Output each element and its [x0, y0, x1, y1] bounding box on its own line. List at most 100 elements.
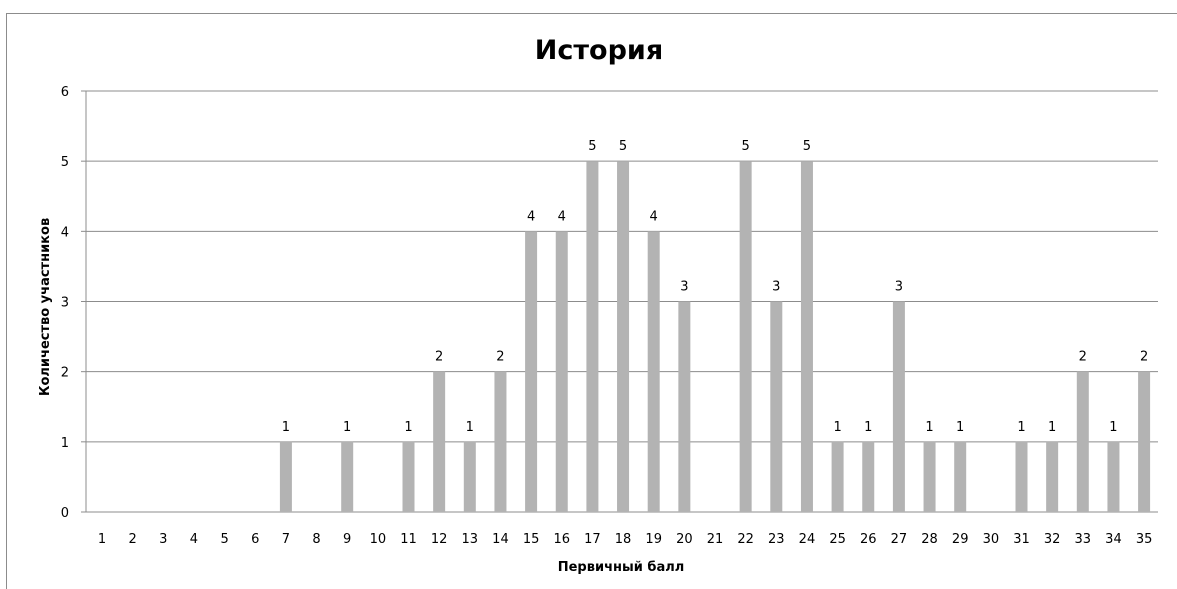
bar-31 — [1015, 441, 1028, 512]
data-label-33: 2 — [1079, 350, 1087, 365]
y-tick-label: 0 — [61, 506, 69, 521]
bar-11 — [402, 441, 415, 512]
x-tick-label: 2 — [129, 532, 137, 547]
bar-7 — [279, 441, 292, 512]
bar-35 — [1138, 371, 1151, 512]
data-label-12: 2 — [435, 350, 443, 365]
data-label-15: 4 — [527, 209, 535, 224]
x-tick-label: 32 — [1044, 532, 1061, 547]
bar-14 — [494, 371, 507, 512]
y-tick-label: 6 — [61, 85, 69, 100]
data-label-16: 4 — [558, 209, 566, 224]
x-tick-label: 23 — [768, 532, 785, 547]
bar-33 — [1076, 371, 1089, 512]
x-tick-label: 33 — [1075, 532, 1092, 547]
y-tick-label: 4 — [61, 225, 69, 240]
data-label-27: 3 — [895, 280, 903, 295]
x-tick-label: 20 — [676, 532, 693, 547]
data-label-20: 3 — [680, 280, 688, 295]
data-label-26: 1 — [864, 420, 872, 435]
data-label-32: 1 — [1048, 420, 1056, 435]
y-axis-ticks: 0 1 2 3 4 5 6 — [61, 85, 69, 521]
data-label-18: 5 — [619, 139, 627, 154]
x-tick-label: 10 — [370, 532, 387, 547]
data-label-9: 1 — [343, 420, 351, 435]
data-label-29: 1 — [956, 420, 964, 435]
x-tick-label: 21 — [707, 532, 724, 547]
x-tick-label: 12 — [431, 532, 448, 547]
bar-25 — [831, 441, 844, 512]
bar-15 — [525, 231, 538, 513]
data-label-11: 1 — [404, 420, 412, 435]
x-tick-label: 11 — [400, 532, 417, 547]
data-label-13: 1 — [466, 420, 474, 435]
bar-13 — [463, 441, 476, 512]
x-tick-label: 34 — [1105, 532, 1122, 547]
data-label-31: 1 — [1017, 420, 1025, 435]
bar-27 — [892, 301, 905, 512]
bar-26 — [862, 441, 875, 512]
bar-23 — [770, 301, 783, 512]
x-tick-label: 3 — [159, 532, 167, 547]
x-tick-label: 28 — [921, 532, 938, 547]
x-tick-label: 16 — [553, 532, 570, 547]
data-label-19: 4 — [650, 209, 658, 224]
bar-22 — [739, 161, 752, 512]
chart-title: История — [535, 35, 663, 66]
data-label-24: 5 — [803, 139, 811, 154]
data-label-14: 2 — [496, 350, 504, 365]
data-label-22: 5 — [742, 139, 750, 154]
bar-16 — [555, 231, 568, 513]
data-labels: 1 1 1 2 1 2 4 4 5 5 4 3 5 3 5 1 1 3 1 1 1 1 2 1 2 — [282, 139, 1148, 435]
x-tick-label: 24 — [799, 532, 816, 547]
x-tick-label: 6 — [251, 532, 259, 547]
y-axis-label: Количество участников — [38, 218, 53, 396]
x-tick-label: 25 — [829, 532, 846, 547]
data-label-7: 1 — [282, 420, 290, 435]
x-tick-label: 4 — [190, 532, 198, 547]
bar-18 — [617, 161, 630, 512]
bar-17 — [586, 161, 599, 512]
x-tick-label: 17 — [584, 532, 601, 547]
x-tick-label: 29 — [952, 532, 969, 547]
x-tick-label: 19 — [645, 532, 662, 547]
y-tick-label: 2 — [61, 366, 69, 381]
y-tick-label: 3 — [61, 296, 69, 311]
x-tick-label: 27 — [891, 532, 908, 547]
bar-34 — [1107, 441, 1120, 512]
x-tick-label: 8 — [312, 532, 320, 547]
data-label-28: 1 — [925, 420, 933, 435]
bar-9 — [341, 441, 354, 512]
bars — [279, 161, 1151, 513]
bar-32 — [1046, 441, 1059, 512]
x-tick-label: 13 — [462, 532, 479, 547]
bar-12 — [433, 371, 446, 512]
y-tick-label: 1 — [61, 436, 69, 451]
bar-28 — [923, 441, 936, 512]
x-tick-label: 1 — [98, 532, 106, 547]
x-tick-label: 15 — [523, 532, 540, 547]
bar-19 — [647, 231, 660, 513]
x-tick-label: 7 — [282, 532, 290, 547]
x-tick-label: 14 — [492, 532, 509, 547]
y-tick-label: 5 — [61, 155, 69, 170]
x-tick-label: 35 — [1136, 532, 1153, 547]
bar-20 — [678, 301, 691, 512]
bar-24 — [800, 161, 813, 512]
data-label-34: 1 — [1109, 420, 1117, 435]
data-label-25: 1 — [833, 420, 841, 435]
data-label-17: 5 — [588, 139, 596, 154]
x-axis-label: Первичный балл — [558, 560, 685, 575]
x-tick-label: 30 — [983, 532, 1000, 547]
frame-top-border — [6, 13, 1177, 14]
x-axis-ticks: 1 2 3 4 5 6 7 8 9 10 11 12 13 14 15 16 17 18 19 20 21 22 23 24 2… — [98, 532, 1153, 547]
frame-left-border — [6, 13, 7, 589]
x-tick-label: 31 — [1013, 532, 1030, 547]
data-label-35: 2 — [1140, 350, 1148, 365]
x-tick-label: 22 — [737, 532, 754, 547]
x-tick-label: 9 — [343, 532, 351, 547]
bar-29 — [954, 441, 967, 512]
data-label-23: 3 — [772, 280, 780, 295]
